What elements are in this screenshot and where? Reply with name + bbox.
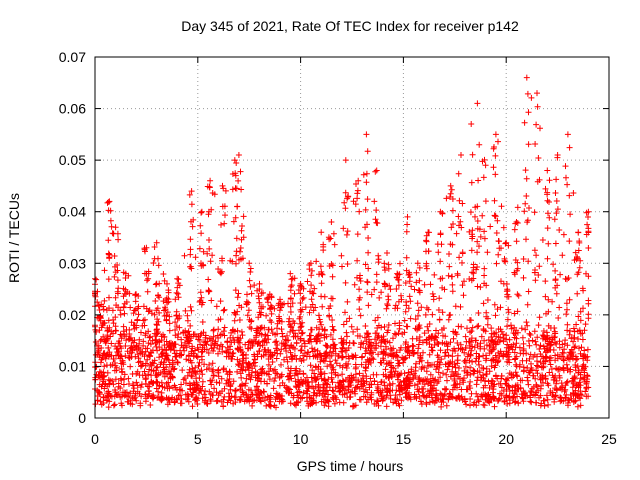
x-tick-label: 10 [293,431,309,447]
y-tick-label: 0.07 [59,49,86,65]
grid-lines [95,57,609,418]
data-points [92,74,592,411]
axis-ticks: 0 0.01 0.02 0.03 0.04 0.05 0.06 0.07 0 5 10 15 20 25 [59,49,617,447]
y-tick-label: 0.05 [59,152,86,168]
x-tick-label: 15 [396,431,412,447]
y-tick-label: 0.04 [59,204,86,220]
x-tick-label: 25 [601,431,617,447]
y-tick-label: 0.02 [59,307,86,323]
y-tick-label: 0.06 [59,101,86,117]
x-tick-label: 0 [91,431,99,447]
x-tick-label: 5 [194,431,202,447]
y-tick-label: 0 [78,410,86,426]
y-axis-label: ROTI / TECUs [6,193,22,283]
y-tick-label: 0.03 [59,255,86,271]
y-tick-label: 0.01 [59,358,86,374]
chart-title: Day 345 of 2021, Rate Of TEC Index for r… [181,18,519,34]
plot-frame [94,56,610,419]
x-axis-label: GPS time / hours [297,458,404,474]
x-tick-label: 20 [498,431,514,447]
roti-markers [92,74,592,411]
